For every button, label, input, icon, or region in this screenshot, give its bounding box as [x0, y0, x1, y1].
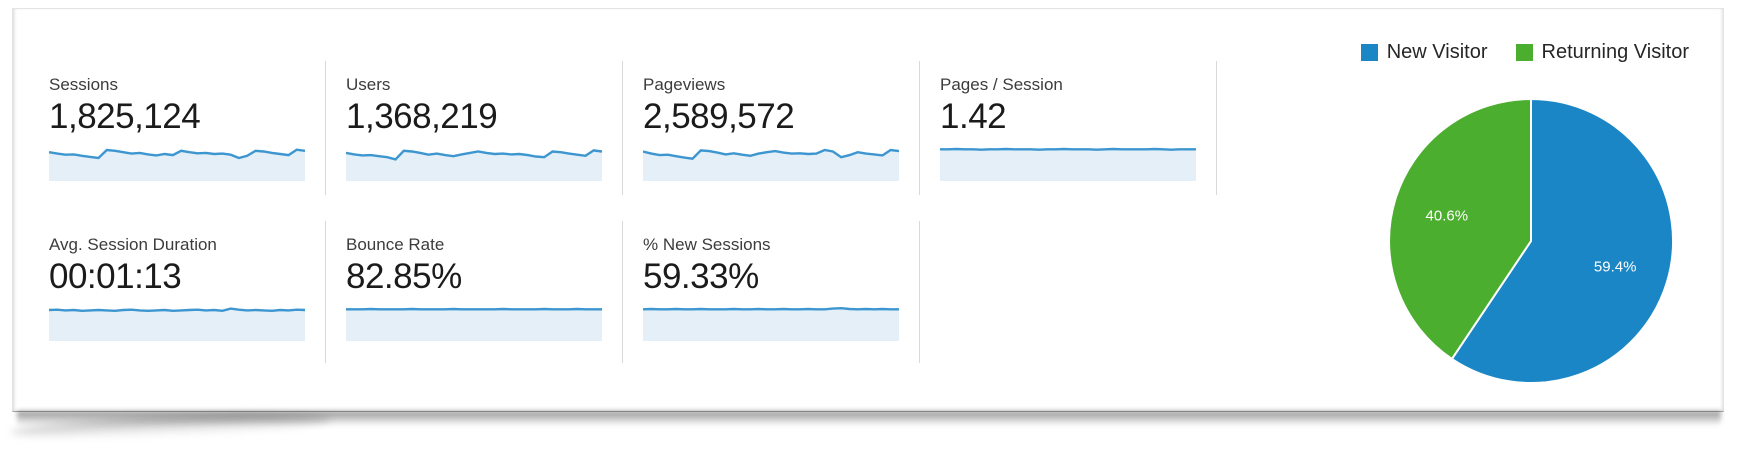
pie-slice-returning-visitor	[1388, 98, 1532, 360]
metric-card-pages_session[interactable]: Pages / Session 1.42	[920, 61, 1217, 195]
legend-swatch-icon	[1515, 44, 1533, 61]
pie-slice-percentage-label: 40.6%	[1426, 207, 1469, 224]
metric-sparkline-chart	[346, 145, 602, 181]
metric-value: 59.33%	[643, 257, 759, 296]
metric-card-new_sessions[interactable]: % New Sessions 59.33%	[623, 221, 920, 363]
pie-legend: New Visitor Returning Visitor	[1360, 41, 1689, 64]
pie-slice-percentage-label: 59.4%	[1594, 259, 1637, 276]
legend-item-returning-visitor: Returning Visitor	[1515, 41, 1689, 64]
metric-card-sessions[interactable]: Sessions 1,825,124	[29, 61, 326, 195]
metric-sparkline-chart	[49, 145, 305, 181]
metric-label: Bounce Rate	[346, 235, 445, 254]
metric-value: 1,368,219	[346, 97, 498, 136]
pie-slice-new-visitor	[1450, 98, 1675, 384]
metric-sparkline-chart	[346, 305, 602, 341]
legend-swatch-icon	[1360, 44, 1378, 61]
metric-value: 1.42	[940, 97, 1007, 136]
metrics-row-2: Avg. Session Duration 00:01:13 Bounce Ra…	[29, 221, 920, 363]
metric-value: 2,589,572	[643, 97, 795, 136]
metric-card-pageviews[interactable]: Pageviews 2,589,572	[623, 61, 920, 195]
legend-label: Returning Visitor	[1541, 41, 1689, 63]
metric-value: 1,825,124	[49, 97, 201, 136]
metric-card-avg_duration[interactable]: Avg. Session Duration 00:01:13	[29, 221, 326, 363]
metric-label: Sessions	[49, 75, 118, 94]
metric-label: Avg. Session Duration	[49, 235, 217, 254]
metric-value: 82.85%	[346, 257, 462, 296]
metrics-row-1: Sessions 1,825,124 Users 1,368,219 Pagev…	[29, 61, 1217, 195]
metric-card-bounce_rate[interactable]: Bounce Rate 82.85%	[326, 221, 623, 363]
metric-sparkline-chart	[643, 145, 899, 181]
metric-value: 00:01:13	[49, 257, 182, 296]
audience-overview-panel: Sessions 1,825,124 Users 1,368,219 Pagev…	[12, 8, 1724, 412]
metric-sparkline-chart	[643, 305, 899, 341]
metric-sparkline-chart	[49, 305, 305, 341]
visitors-pie-chart: 59.4% 40.6%	[1386, 96, 1676, 386]
metric-label: Users	[346, 75, 391, 94]
metric-label: Pages / Session	[940, 75, 1063, 94]
metric-card-users[interactable]: Users 1,368,219	[326, 61, 623, 195]
metric-label: Pageviews	[643, 75, 726, 94]
legend-item-new-visitor: New Visitor	[1360, 41, 1488, 64]
metric-label: % New Sessions	[643, 235, 771, 254]
metric-sparkline-chart	[940, 145, 1196, 181]
legend-label: New Visitor	[1386, 41, 1488, 63]
